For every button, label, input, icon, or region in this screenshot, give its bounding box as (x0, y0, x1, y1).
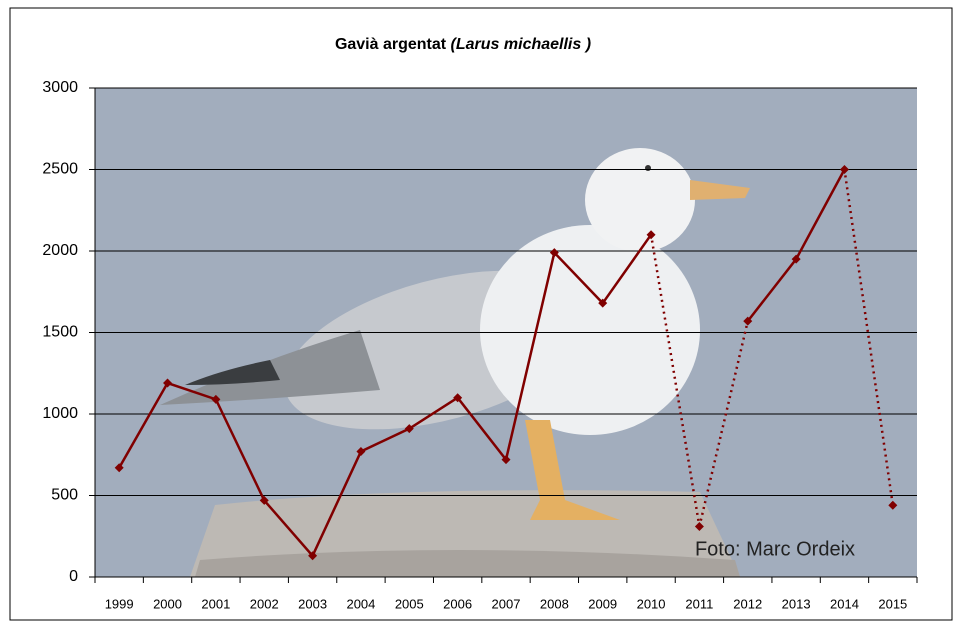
marker (404, 424, 414, 434)
x-tick-label: 2015 (878, 596, 907, 611)
x-tick-label: 2002 (250, 596, 279, 611)
title-species: (Larus michaellis ) (451, 36, 592, 53)
marker (308, 551, 318, 561)
x-tick-label: 2010 (637, 596, 666, 611)
y-tick-label: 1000 (42, 405, 78, 422)
y-tick-label: 2000 (42, 242, 78, 259)
dotted-segment (698, 320, 749, 527)
x-tick-label: 2013 (782, 596, 811, 611)
title-main: Gavià argentat (335, 36, 447, 53)
x-tick-label: 2009 (588, 596, 617, 611)
x-tick-label: 2007 (492, 596, 521, 611)
x-tick-label: 2014 (830, 596, 859, 611)
y-tick-label: 500 (51, 487, 78, 504)
dotted-segment (843, 169, 895, 506)
x-tick-label: 2004 (346, 596, 375, 611)
x-tick-label: 2001 (201, 596, 230, 611)
photo-credit: Foto: Marc Ordeix (695, 538, 855, 560)
marker (646, 230, 656, 240)
marker (211, 394, 221, 404)
x-tick-label: 2005 (395, 596, 424, 611)
y-tick-label: 3000 (42, 79, 78, 96)
marker (598, 298, 608, 308)
x-tick-label: 2008 (540, 596, 569, 611)
marker (888, 500, 898, 510)
chart-title: Gavià argentat (Larus michaellis ) (335, 36, 591, 53)
x-tick-label: 2012 (733, 596, 762, 611)
marker (839, 165, 849, 174)
y-tick-label: 0 (69, 568, 78, 585)
marker (356, 446, 366, 456)
x-tick-label: 2006 (443, 596, 472, 611)
marker (163, 378, 173, 388)
marker (694, 521, 704, 531)
marker (259, 495, 269, 505)
y-tick-label: 1500 (42, 324, 78, 341)
x-tick-label: 1999 (105, 596, 134, 611)
marker (549, 248, 559, 258)
x-tick-label: 2003 (298, 596, 327, 611)
line-series (118, 233, 653, 559)
x-tick-label: 2011 (685, 596, 713, 611)
marker (453, 393, 463, 403)
x-tick-label: 2000 (153, 596, 182, 611)
marker (501, 455, 511, 465)
dotted-segment (649, 234, 701, 527)
marker (791, 254, 801, 264)
marker (743, 316, 753, 326)
y-tick-label: 2500 (42, 161, 78, 178)
marker (114, 463, 124, 473)
